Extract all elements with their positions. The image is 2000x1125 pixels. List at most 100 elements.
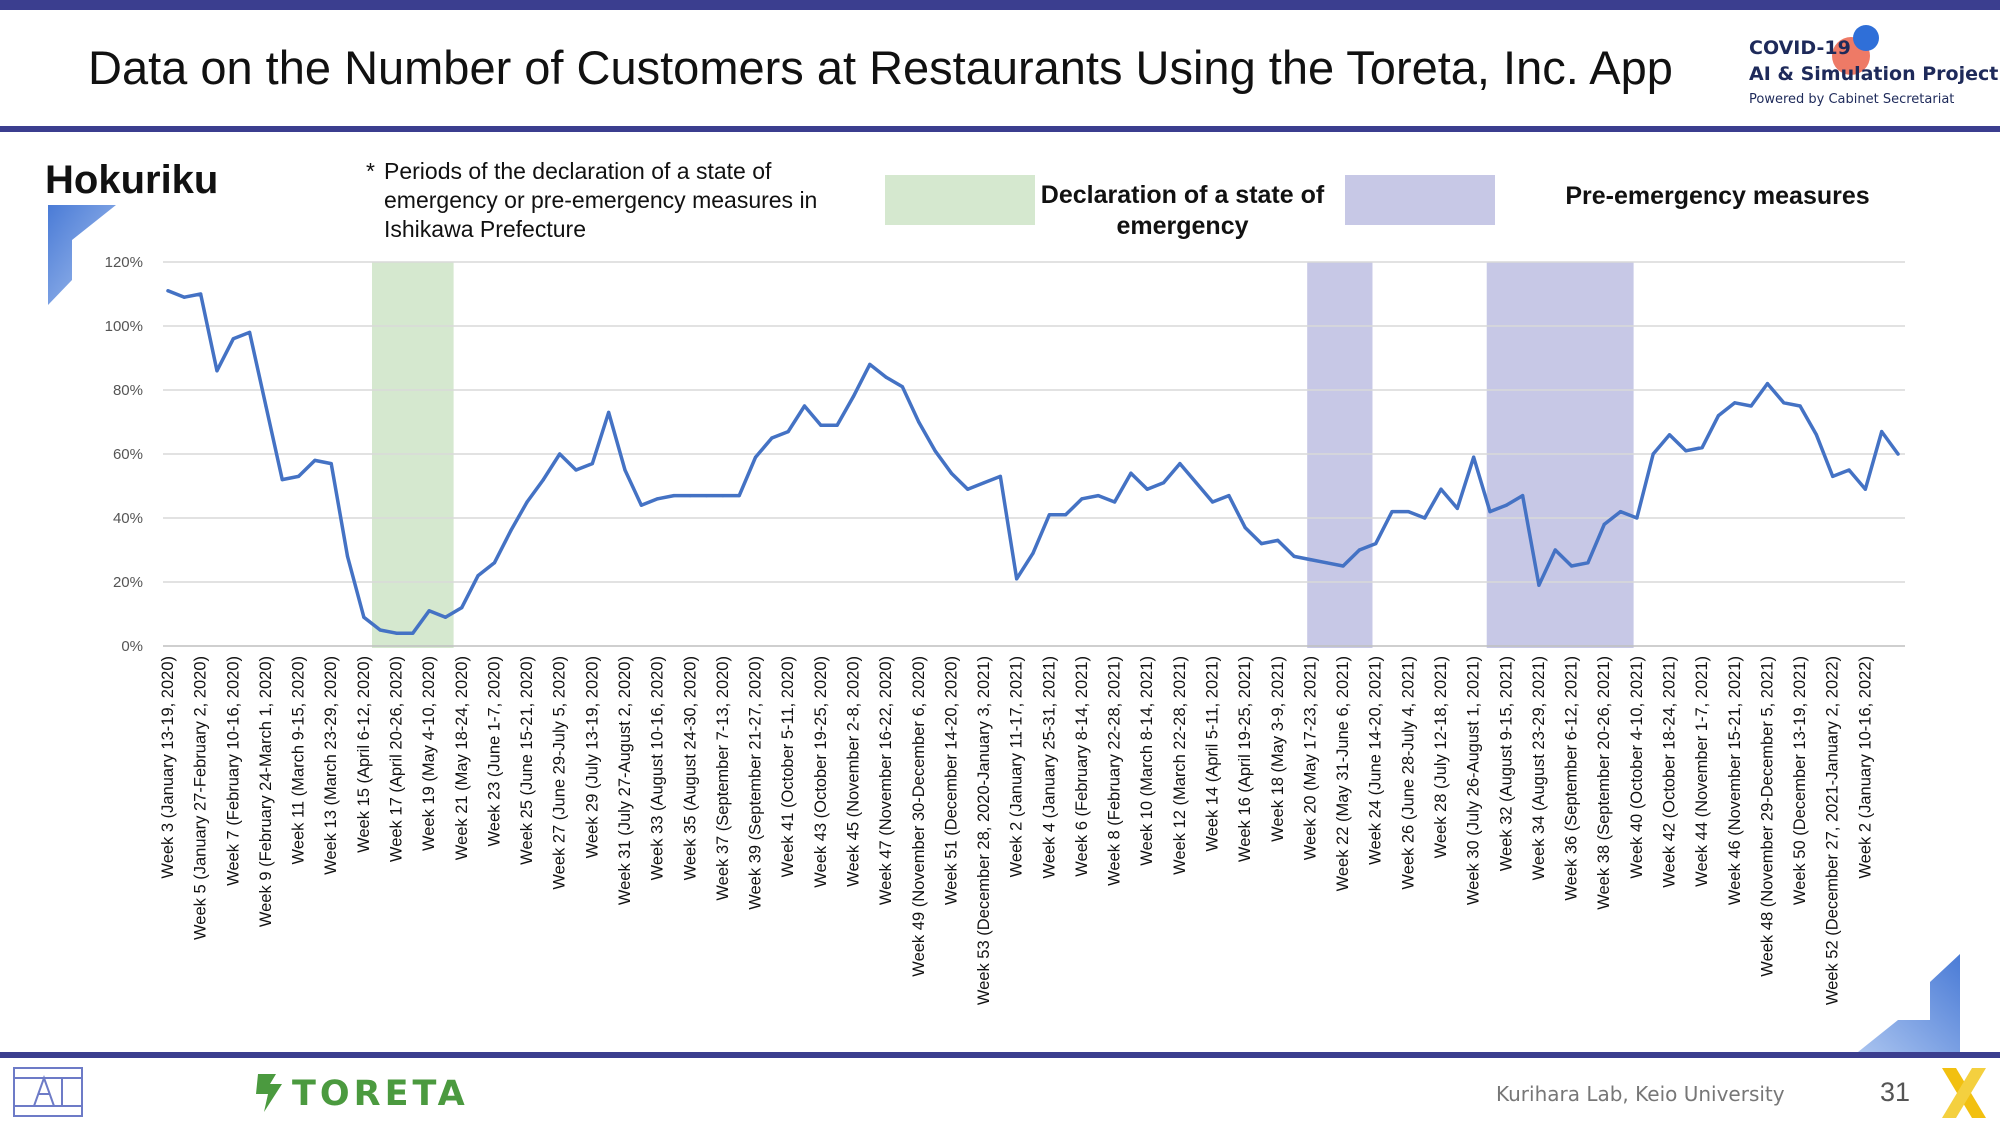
data-point xyxy=(917,420,921,424)
x-tick-label: Week 17 (April 20-26, 2020) xyxy=(387,656,405,862)
data-point xyxy=(1716,414,1721,418)
data-point xyxy=(851,394,856,398)
line-chart: 0% 20% 40% 60% 80% 100% 120% Week 3 (January 1… xyxy=(105,254,1905,1005)
x-tick-label: Week 9 (February 24-March 1, 2020) xyxy=(257,656,275,927)
data-point xyxy=(1521,494,1525,498)
data-point xyxy=(966,487,970,491)
data-point xyxy=(1635,516,1639,520)
data-point xyxy=(509,529,513,533)
data-point xyxy=(1194,481,1198,485)
data-point xyxy=(574,468,578,472)
x-tick-label: Week 21 (May 18-24, 2020) xyxy=(453,656,471,860)
data-point xyxy=(1472,455,1476,459)
data-point xyxy=(182,295,186,299)
data-point xyxy=(1684,449,1688,453)
data-point xyxy=(1455,506,1459,510)
logo-line-3: Powered by Cabinet Secretariat xyxy=(1749,92,1955,107)
data-point xyxy=(1896,452,1900,456)
data-point xyxy=(1553,548,1557,552)
x-tick-label: Week 30 (July 26-August 1, 2021) xyxy=(1465,656,1483,905)
data-point xyxy=(1227,494,1231,498)
x-tick-label: Week 25 (June 15-21, 2020) xyxy=(518,656,536,865)
x-tick-label: Week 15 (April 6-12, 2020) xyxy=(355,656,373,853)
data-point xyxy=(835,423,839,427)
data-point xyxy=(1863,487,1867,491)
data-point xyxy=(868,362,872,366)
data-point xyxy=(1831,474,1835,478)
data-point xyxy=(1064,513,1068,517)
x-tick-label: Week 24 (June 14-20, 2021) xyxy=(1367,656,1385,865)
data-point xyxy=(639,503,643,507)
data-point xyxy=(394,631,399,635)
x-tick-label: Week 16 (April 19-25, 2021) xyxy=(1236,656,1254,862)
shaded-period-emergency-0 xyxy=(372,262,454,648)
data-point xyxy=(313,458,317,462)
data-point xyxy=(1602,522,1606,527)
x-axis-ticks: Week 3 (January 13-19, 2020) Week 5 (Janu… xyxy=(159,656,1874,1005)
data-point xyxy=(248,330,252,334)
data-point xyxy=(1782,401,1786,405)
data-point xyxy=(329,462,333,466)
data-point xyxy=(1374,542,1378,546)
x-tick-label: Week 23 (June 1-7, 2020) xyxy=(485,656,503,846)
x-tick-label: Week 44 (November 1-7, 2021) xyxy=(1693,656,1711,887)
data-point xyxy=(607,410,611,414)
logo-graphic xyxy=(1832,25,1879,75)
data-point xyxy=(1145,487,1149,491)
data-point xyxy=(1814,433,1818,437)
data-point xyxy=(884,375,888,379)
data-point xyxy=(1651,452,1655,456)
x-tick-label: Week 51 (December 14-20, 2020) xyxy=(942,656,960,905)
x-tick-label: Week 20 (May 17-23, 2021) xyxy=(1301,656,1319,860)
data-point xyxy=(1015,577,1019,581)
data-point xyxy=(656,497,660,501)
data-point xyxy=(296,474,301,478)
data-point xyxy=(264,404,268,408)
x-tick-label: Week 37 (September 7-13, 2020) xyxy=(714,656,732,901)
corner-arrow-decoration-bottom xyxy=(1858,954,1960,1052)
x-tick-label: Week 18 (May 3-9, 2021) xyxy=(1269,656,1287,842)
data-point xyxy=(1847,468,1851,472)
y-tick-label: 0% xyxy=(121,638,143,655)
logo-line-1: COVID-19 xyxy=(1749,37,1851,59)
data-point xyxy=(443,615,448,619)
data-point xyxy=(1733,401,1737,405)
y-tick-label: 40% xyxy=(113,510,143,527)
x-tick-label: Week 41 (October 5-11, 2020) xyxy=(779,656,797,877)
data-point xyxy=(1096,494,1100,498)
data-point xyxy=(1210,500,1215,504)
toreta-mark-icon xyxy=(256,1074,282,1112)
gridlines xyxy=(163,261,1905,647)
x-tick-label: Week 14 (April 5-11, 2021) xyxy=(1204,656,1222,852)
data-point xyxy=(1341,564,1345,568)
legend-pre-emergency-swatch xyxy=(1345,175,1495,225)
x-tick-label: Week 19 (May 4-10, 2020) xyxy=(420,656,438,851)
corner-arrow-decoration-top xyxy=(48,205,116,305)
series-line-group xyxy=(166,289,1900,635)
legend-pre-emergency-label: Pre-emergency measures xyxy=(1565,182,1870,210)
data-point xyxy=(1031,551,1035,555)
data-point xyxy=(1047,513,1051,517)
x-tick-label: Week 12 (March 22-28, 2021) xyxy=(1171,656,1189,875)
data-point xyxy=(1276,538,1280,543)
x-tick-label: Week 2 (January 11-17, 2021) xyxy=(1008,656,1026,877)
x-tick-label: Week 33 (August 10-16, 2020) xyxy=(649,656,667,880)
page-number: 31 xyxy=(1880,1077,1911,1107)
x-tick-label: Week 52 (December 27, 2021-January 2, 20… xyxy=(1824,656,1842,1005)
x-tick-label: Week 39 (September 21-27, 2020) xyxy=(747,656,765,910)
data-point xyxy=(476,574,480,578)
data-point xyxy=(492,561,497,565)
x-tick-label: Week 10 (March 8-14, 2021) xyxy=(1138,656,1156,866)
data-point xyxy=(900,385,905,389)
x-tick-label: Week 5 (January 27-February 2, 2020) xyxy=(192,656,210,940)
legend-emergency-swatch xyxy=(885,175,1035,225)
data-point xyxy=(362,615,366,619)
x-tick-label: Week 4 (January 25-31, 2021) xyxy=(1040,656,1058,879)
keio-lab-logo xyxy=(13,1067,83,1117)
data-point xyxy=(1178,462,1182,466)
x-tick-label: Week 2 (January 10-16, 2022) xyxy=(1856,656,1874,879)
data-point xyxy=(427,609,431,613)
x-tick-label: Week 8 (February 22-28, 2021) xyxy=(1106,656,1124,886)
data-point xyxy=(525,500,529,504)
data-point xyxy=(1129,471,1133,475)
